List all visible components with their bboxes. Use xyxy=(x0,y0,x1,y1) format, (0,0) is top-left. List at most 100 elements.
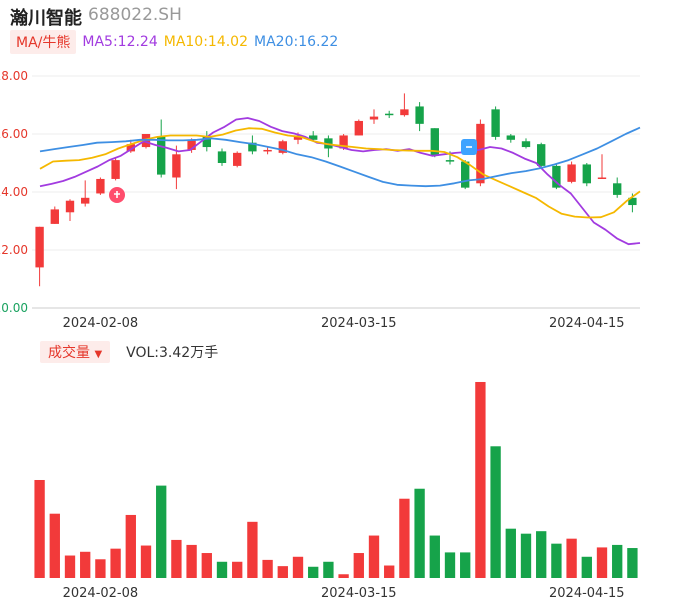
candle-body xyxy=(202,136,211,148)
candle-body xyxy=(597,177,607,179)
volume-toggle-label: 成交量 xyxy=(48,345,90,361)
candle-body xyxy=(96,178,105,194)
date-axis-top: 2024-02-08 2024-03-15 2024-04-15 xyxy=(63,316,625,331)
candle-body xyxy=(415,106,424,124)
volume-indicator-toggle[interactable]: 成交量 ▼ xyxy=(40,341,111,363)
date-tick-label: 2024-02-08 xyxy=(63,316,139,331)
date-tick-label: 2024-02-08 xyxy=(63,586,139,601)
candle-body xyxy=(445,160,455,162)
candle-body xyxy=(567,164,576,182)
volume-bar xyxy=(247,521,258,578)
price-tick-label: 16.00 xyxy=(0,127,28,141)
volume-bar xyxy=(444,552,456,578)
ma20-legend-label: MA20:16.22 xyxy=(254,34,339,50)
ma-indicator-toggle[interactable]: MA/牛熊 xyxy=(10,30,77,54)
volume-bar xyxy=(368,535,380,578)
candle-body xyxy=(430,128,439,156)
candle-body xyxy=(476,123,485,184)
date-tick-label: 2024-04-15 xyxy=(549,316,625,331)
candle-body xyxy=(35,226,44,268)
volume-bar xyxy=(80,551,91,578)
ma10-line xyxy=(39,127,641,219)
candle-body xyxy=(613,183,622,195)
candles xyxy=(35,93,637,287)
candle-body xyxy=(309,135,318,140)
volume-bar xyxy=(216,561,228,578)
volume-bar xyxy=(566,538,577,578)
ma20-line xyxy=(39,126,641,188)
volume-bar xyxy=(627,548,638,578)
candle-body xyxy=(369,116,379,120)
ma5-legend-label: MA5:12.24 xyxy=(82,34,158,50)
candle-body xyxy=(81,197,90,204)
price-tick-label: 12.00 xyxy=(0,243,28,257)
volume-bar xyxy=(536,531,547,578)
volume-bar xyxy=(110,548,121,578)
volume-bar xyxy=(596,547,608,578)
volume-bar xyxy=(292,556,304,578)
price-tick-label: 10.00 xyxy=(0,301,28,315)
volume-bar xyxy=(475,381,486,578)
volume-bar xyxy=(125,514,136,578)
volume-bar xyxy=(338,574,349,578)
candle-body xyxy=(187,139,196,150)
volume-bar xyxy=(171,539,182,578)
candle-body xyxy=(491,109,500,137)
ma-lines xyxy=(39,117,641,246)
candle-body xyxy=(50,209,59,224)
volume-value-label: VOL:3.42万手 xyxy=(126,345,219,361)
volume-bar xyxy=(429,535,440,578)
volume-bar xyxy=(353,553,364,578)
stock-code: 688022.SH xyxy=(88,5,182,25)
ma-legend: MA/牛熊 MA5:12.24 MA10:14.02 MA20:16.22 xyxy=(10,30,344,54)
price-axis: 18.00 16.00 14.00 12.00 10.00 xyxy=(0,69,28,315)
candle-body xyxy=(521,141,531,148)
date-tick-label: 2024-03-15 xyxy=(321,316,397,331)
volume-bar xyxy=(140,545,152,578)
volume-bar xyxy=(581,556,592,578)
volume-bar xyxy=(156,485,167,578)
volume-bar xyxy=(64,555,76,578)
volume-bar xyxy=(520,533,532,578)
volume-bar xyxy=(277,566,288,578)
volume-bars xyxy=(34,381,638,578)
candle-body xyxy=(172,154,181,178)
stock-name: 瀚川智能 xyxy=(10,8,82,29)
candle-body xyxy=(339,135,348,149)
candle-body xyxy=(217,151,227,163)
candle-body xyxy=(354,120,363,136)
volume-bar xyxy=(414,488,425,578)
volume-bar xyxy=(201,553,212,578)
price-tick-label: 18.00 xyxy=(0,69,28,83)
volume-bar xyxy=(505,528,516,578)
candle-body xyxy=(537,144,546,166)
volume-bar xyxy=(551,543,562,578)
volume-bar xyxy=(34,479,45,578)
volume-bar xyxy=(232,561,243,578)
chevron-down-icon: ▼ xyxy=(94,349,103,360)
candle-body xyxy=(263,149,272,152)
candle-body xyxy=(65,200,75,213)
price-grid xyxy=(32,75,640,309)
buy-marker xyxy=(109,187,125,203)
volume-bar xyxy=(460,552,471,578)
date-axis-bottom: 2024-02-08 2024-03-15 2024-04-15 xyxy=(63,586,625,601)
candle-body xyxy=(582,164,591,184)
sell-marker xyxy=(461,139,477,155)
candle-body xyxy=(552,165,561,188)
volume-bar xyxy=(308,566,319,578)
volume-bar xyxy=(399,498,410,578)
candle-body xyxy=(385,113,394,116)
price-tick-label: 14.00 xyxy=(0,185,28,199)
candle-body xyxy=(248,142,257,152)
candle-body xyxy=(233,152,242,166)
volume-legend: 成交量 ▼ VOL:3.42万手 xyxy=(40,341,219,363)
volume-bar xyxy=(95,559,106,578)
candle-body xyxy=(400,109,409,116)
candle-body xyxy=(628,197,637,206)
volume-bar xyxy=(490,446,501,578)
volume-bar xyxy=(612,544,623,578)
date-tick-label: 2024-04-15 xyxy=(549,586,625,601)
candle-body xyxy=(293,135,303,140)
